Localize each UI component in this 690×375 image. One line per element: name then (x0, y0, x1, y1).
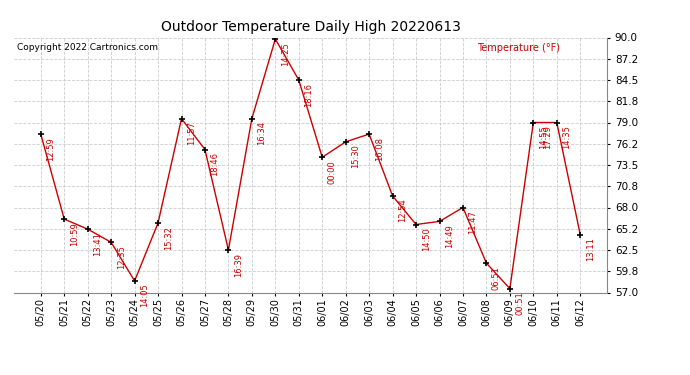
Text: 14:55: 14:55 (539, 125, 548, 149)
Text: 10:59: 10:59 (70, 222, 79, 246)
Text: 12:54: 12:54 (398, 199, 407, 222)
Text: 00:51: 00:51 (515, 291, 524, 315)
Text: 16:34: 16:34 (257, 122, 266, 146)
Text: 14:05: 14:05 (140, 284, 149, 308)
Text: 13:41: 13:41 (93, 232, 102, 256)
Text: 16:08: 16:08 (375, 137, 384, 161)
Text: 12:35: 12:35 (117, 245, 126, 269)
Text: Temperature (°F): Temperature (°F) (477, 43, 560, 52)
Text: 06:51: 06:51 (492, 266, 501, 290)
Text: 15:32: 15:32 (164, 226, 172, 250)
Text: 18:46: 18:46 (210, 152, 219, 176)
Text: 14:35: 14:35 (562, 125, 571, 149)
Text: 18:16: 18:16 (304, 83, 313, 107)
Text: 00:00: 00:00 (328, 160, 337, 184)
Text: 14:25: 14:25 (281, 42, 290, 66)
Text: 14:49: 14:49 (445, 224, 454, 248)
Text: 14:50: 14:50 (422, 227, 431, 251)
Text: 12:59: 12:59 (46, 137, 55, 160)
Title: Outdoor Temperature Daily High 20220613: Outdoor Temperature Daily High 20220613 (161, 20, 460, 33)
Text: 11:57: 11:57 (187, 122, 196, 145)
Text: 17:29: 17:29 (543, 125, 552, 149)
Text: 15:30: 15:30 (351, 145, 360, 168)
Text: Copyright 2022 Cartronics.com: Copyright 2022 Cartronics.com (17, 43, 158, 52)
Text: 16:39: 16:39 (234, 253, 243, 277)
Text: 13:11: 13:11 (586, 237, 595, 261)
Text: 11:47: 11:47 (469, 210, 477, 234)
